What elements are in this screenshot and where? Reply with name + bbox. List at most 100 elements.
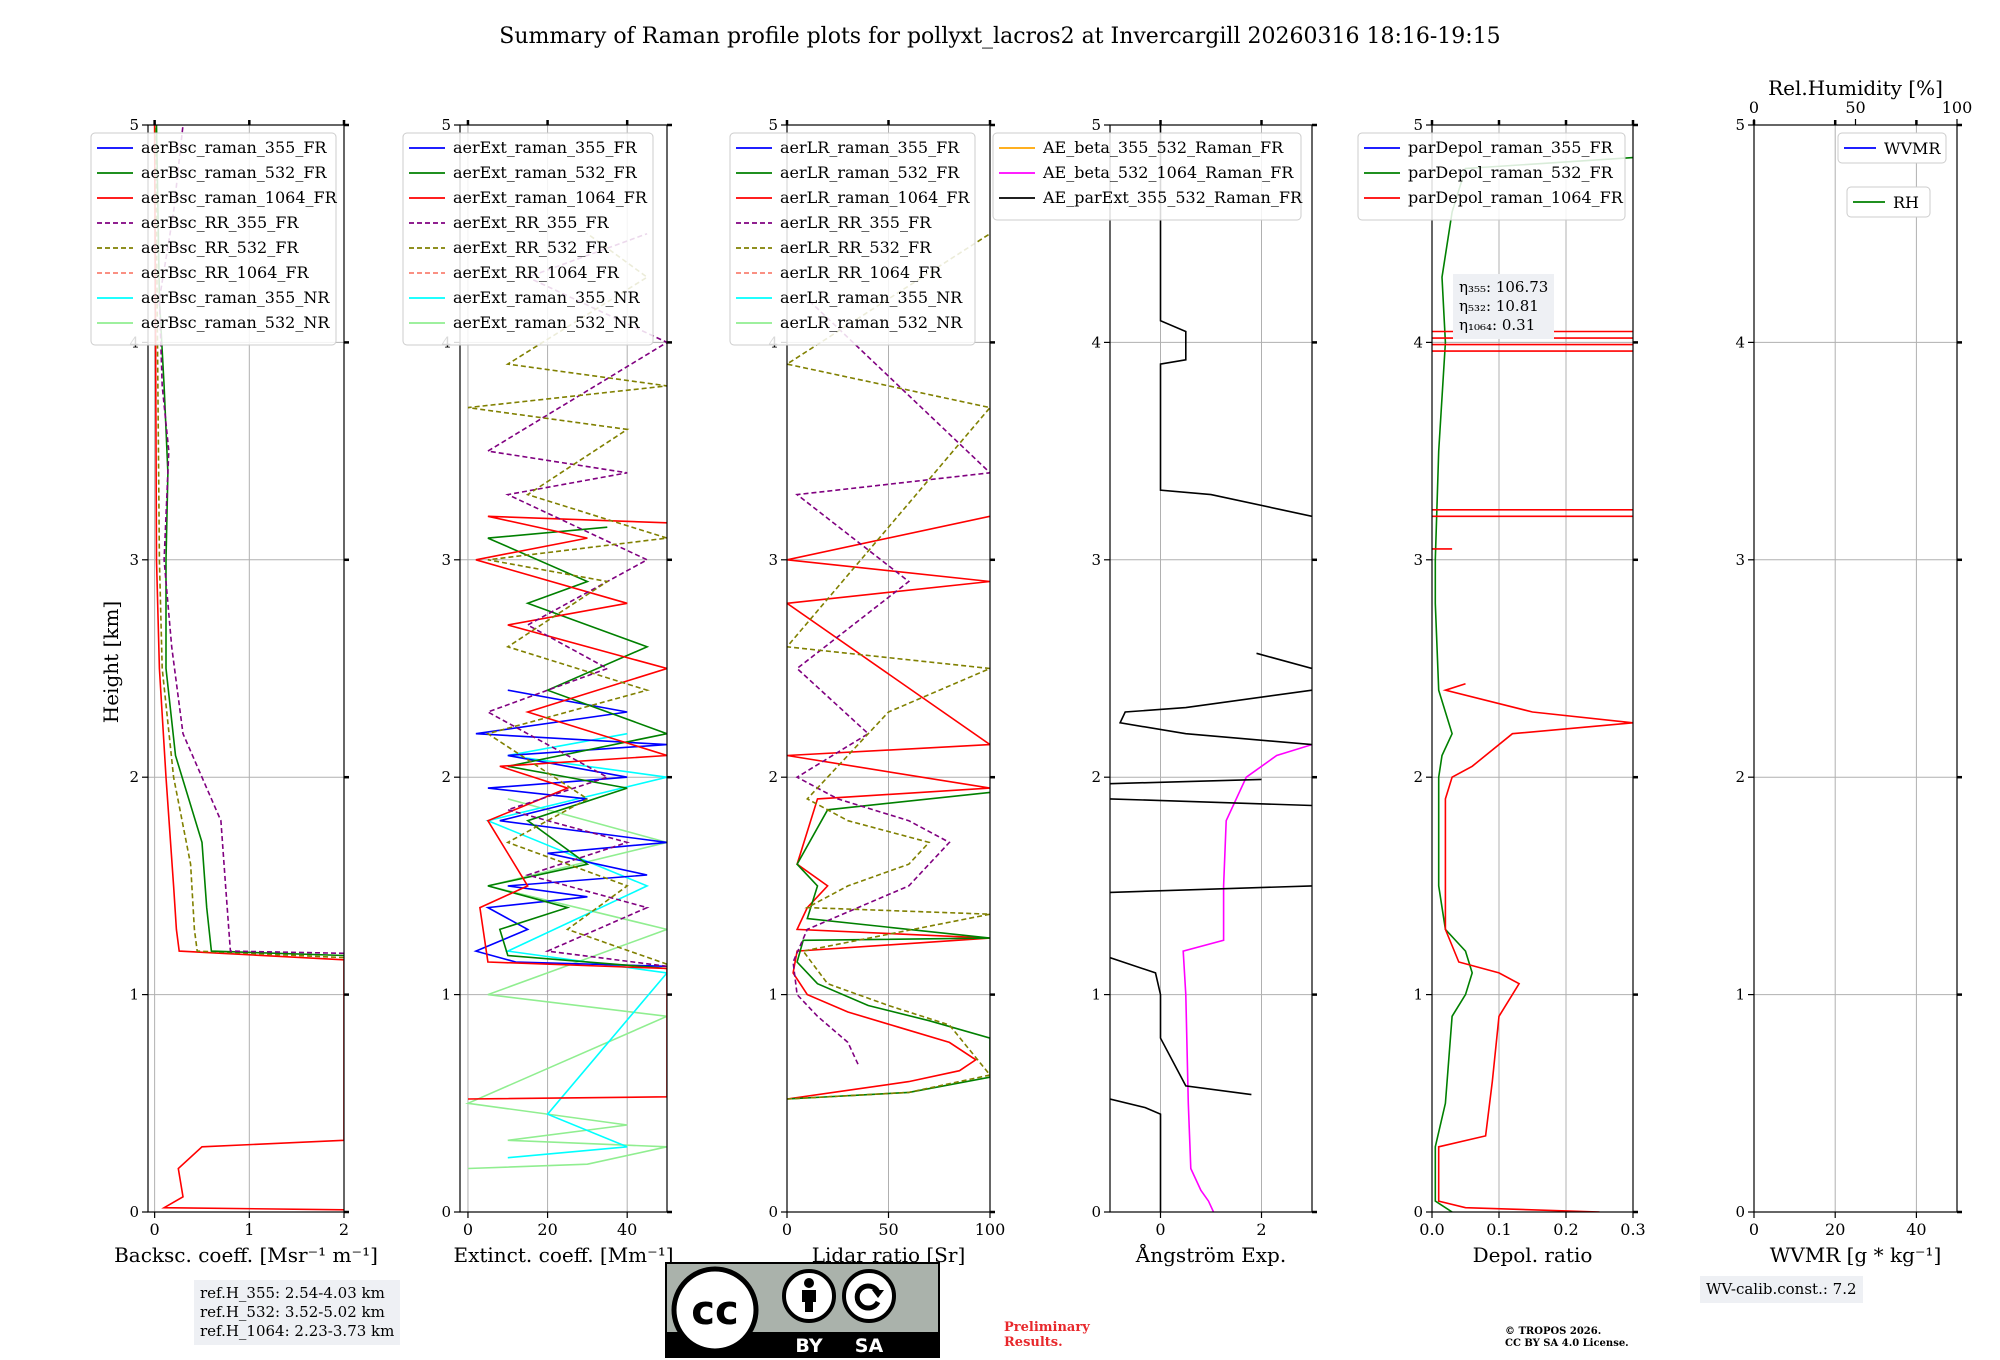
top-x-tick-label: 100 [1942,98,1973,117]
series-line [1110,956,1252,1096]
legend-label: aerLR_raman_532_FR [780,163,960,182]
legend-label: aerBsc_RR_1064_FR [141,263,310,282]
legend-label: aerBsc_raman_1064_FR [141,188,338,207]
copyright-line-1: © TROPOS 2026. [1505,1326,1602,1337]
x-tick-label: 0 [1155,1220,1165,1239]
y-tick-label: 0 [1735,1203,1745,1221]
y-tick-label: 3 [768,551,778,569]
y-tick-label: 0 [768,1203,778,1221]
ref-height-532: ref.H_532: 3.52-5.02 km [200,1303,385,1321]
legend-label: AE_beta_355_532_Raman_FR [1042,138,1284,157]
x-tick-label: 0 [1749,1220,1759,1239]
axes-frame [1753,124,1958,1213]
legend-label: aerExt_raman_355_NR [453,288,641,307]
legend-label: aerLR_RR_1064_FR [780,263,942,282]
x-tick-label: 0.3 [1620,1220,1645,1239]
y-tick-label: 3 [1091,551,1101,569]
legend-label: AE_parExt_355_532_Raman_FR [1042,188,1303,207]
legend-label: aerBsc_raman_532_NR [141,313,330,332]
legend-label: aerBsc_RR_532_FR [141,238,299,257]
y-tick-label: 5 [1735,116,1745,134]
x-tick-label: 20 [537,1220,557,1239]
y-tick-label: 0 [1091,1203,1101,1221]
legend-box [1837,132,1947,164]
panel-4: 0 1 2 3 4 5 0 2 Ångström Exp. AE_beta_355_532_Ram… [992,116,1317,1267]
series-line [792,298,990,1065]
axes-frame [1109,124,1313,1213]
badge-label-sa: SA [855,1335,884,1357]
series-line [158,125,344,955]
series-line [787,791,990,1100]
y-tick-label: 3 [129,551,139,569]
preliminary-note: Preliminary Results. [1004,1320,1090,1350]
preliminary-line-1: Preliminary [1004,1320,1090,1335]
y-tick-label: 5 [1091,116,1101,134]
y-tick-label: 1 [1091,986,1101,1004]
figure-title: Summary of Raman profile plots for polly… [499,24,1500,49]
legend-label: aerExt_RR_532_FR [453,238,610,257]
cc-by-sa-badge: cc BY SA [665,1262,940,1358]
y-tick-label: 2 [1413,768,1423,786]
legend-label: aerLR_RR_355_FR [780,213,932,232]
panel-1: 012345012Backsc. coeff. [Msr⁻¹ m⁻¹]aerBs… [90,116,378,1267]
legend-label: aerBsc_RR_355_FR [141,213,299,232]
legend-label: aerBsc_raman_355_FR [141,138,327,157]
legend-label: aerLR_raman_355_FR [780,138,960,157]
y-tick-label: 3 [441,551,451,569]
legend-label: aerBsc_raman_355_NR [141,288,330,307]
y-tick-label: 2 [129,768,139,786]
legend-label: aerLR_RR_532_FR [780,238,932,257]
legend-label: aerLR_raman_1064_FR [780,188,970,207]
legend-label: WVMR [1884,139,1941,158]
series-line [1182,743,1312,1212]
eta-532: η₅₃₂: 10.81 [1459,297,1539,315]
axes-frame [1431,124,1634,1213]
y-tick-label: 0 [441,1203,451,1221]
legend-box [729,132,976,346]
y-tick-label: 0 [1413,1203,1423,1221]
y-tick-label: 0 [129,1203,139,1221]
x-axis-label: Backsc. coeff. [Msr⁻¹ m⁻¹] [114,1243,378,1267]
panel-2: 01234502040Extinct. coeff. [Mm⁻¹]aerExt_… [402,116,674,1267]
eta-box: η₃₅₅: 106.73 η₅₃₂: 10.81 η₁₀₆₄: 0.31 [1453,274,1555,339]
y-tick-label: 5 [129,116,139,134]
legend-box [1846,186,1931,218]
x-axis-label: WVMR [g * kg⁻¹] [1770,1243,1942,1267]
x-tick-label: 40 [617,1220,637,1239]
ref-height-1064: ref.H_1064: 2.23-3.73 km [200,1322,395,1340]
legend-label: aerLR_raman_355_NR [780,288,963,307]
legend-label: aerExt_RR_355_FR [453,213,610,232]
series-line [467,233,667,965]
legend-label: aerExt_RR_1064_FR [453,263,620,282]
series-line [155,125,344,957]
y-tick-label: 1 [768,986,778,1004]
x-tick-label: 0 [150,1220,160,1239]
series-line [1159,125,1312,518]
x-tick-label: 0.1 [1486,1220,1511,1239]
y-tick-label: 3 [1413,551,1423,569]
x-tick-label: 0.2 [1553,1220,1578,1239]
legend-label: aerExt_raman_532_FR [453,163,638,182]
top-x-axis-label: Rel.Humidity [%] [1768,76,1943,100]
series-line [473,689,667,968]
series-line [1110,798,1312,807]
series-line [1110,778,1262,785]
y-tick-label: 1 [1735,986,1745,1004]
x-tick-label: 40 [1906,1220,1926,1239]
series-line [465,798,667,1170]
series-line [467,515,667,1100]
cc-circle-icon [671,1266,759,1354]
ref-height-355: ref.H_355: 2.54-4.03 km [200,1284,385,1302]
panel-5: 0 1 2 3 4 5 0.0 0.1 0.2 0.3 Depol. ratio parDepol_r… [1357,116,1646,1267]
top-x-tick-label: 50 [1845,98,1865,117]
wv-calib-text: WV-calib.const.: 7.2 [1706,1280,1857,1298]
legend-label: parDepol_raman_355_FR [1408,138,1614,157]
y-tick-label: 5 [441,116,451,134]
legend-label: aerExt_raman_1064_FR [453,188,648,207]
y-tick-label: 2 [441,768,451,786]
legend-box [992,132,1302,221]
series-line [1110,885,1312,894]
y-tick-label: 2 [768,768,778,786]
preliminary-line-2: Results. [1004,1335,1063,1350]
